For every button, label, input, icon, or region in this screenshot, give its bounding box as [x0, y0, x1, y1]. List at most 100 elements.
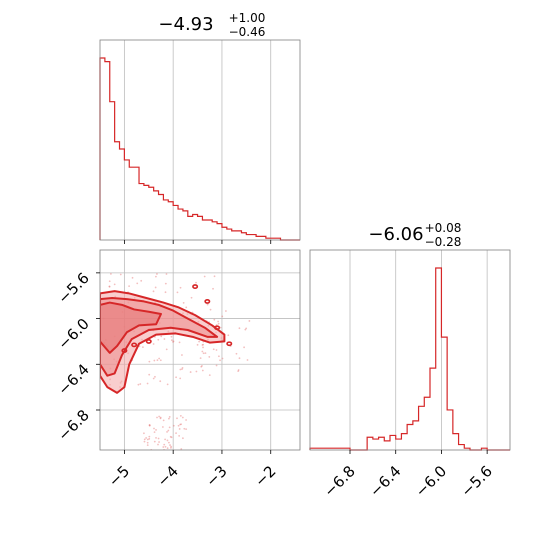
title-param1-upper: +1.00: [229, 11, 266, 25]
contour-levels: [100, 284, 233, 394]
scatter-point: [163, 443, 166, 446]
scatter-point: [201, 364, 203, 367]
scatter-point: [213, 275, 216, 278]
scatter-point: [158, 415, 161, 418]
scatter-point: [203, 275, 206, 278]
scatter-point: [181, 416, 184, 419]
scatter-point: [204, 352, 207, 355]
scatter-point: [221, 315, 224, 318]
scatter-point: [217, 320, 220, 323]
title-param2-upper: +0.08: [425, 221, 462, 235]
scatter-point: [159, 417, 162, 420]
scatter-point: [185, 306, 188, 309]
tick-label-y-joint-3: −6.8: [54, 406, 92, 444]
scatter-point: [137, 383, 140, 386]
scatter-point: [168, 417, 170, 420]
scatter-point: [148, 424, 151, 427]
scatter-point: [158, 357, 161, 360]
scatter-point: [243, 346, 246, 349]
scatter-point: [157, 443, 159, 446]
scatter-point: [172, 424, 175, 427]
scatter-point: [155, 275, 157, 278]
frame-param1-hist: [99, 39, 301, 241]
scatter-point: [153, 440, 156, 443]
scatter-point: [248, 320, 251, 322]
scatter-point: [148, 437, 151, 440]
scatter-point: [145, 437, 148, 439]
scatter-point: [164, 282, 167, 285]
scatter-point: [164, 445, 167, 448]
scatter-point: [165, 273, 168, 275]
scatter-point: [163, 338, 166, 340]
scatter-point: [152, 377, 155, 380]
scatter-point: [154, 286, 157, 289]
tick-label-param2-2: −6.0: [412, 462, 450, 500]
scatter-point: [200, 365, 203, 368]
scatter-point: [148, 373, 151, 376]
scatter-point: [185, 419, 187, 421]
scatter-point: [181, 368, 183, 370]
scatter-point: [178, 341, 181, 344]
scatter-point: [215, 349, 218, 351]
scatter-point: [153, 427, 155, 430]
scatter-point: [131, 276, 134, 279]
scatter-point: [161, 426, 164, 428]
scatter-point: [156, 273, 158, 275]
scatter-point: [199, 357, 202, 360]
panel-param1-hist: −4.93 +1.00 −0.46: [99, 11, 301, 244]
scatter-point: [148, 424, 151, 426]
scatter-point: [119, 273, 122, 276]
title-param2: −6.06: [368, 224, 423, 245]
scatter-point: [198, 340, 201, 343]
scatter-point: [181, 366, 184, 369]
contour-island-6: [226, 341, 233, 347]
scatter-point: [143, 440, 146, 443]
scatter-point: [164, 291, 167, 294]
scatter-point: [179, 423, 182, 426]
scatter-point: [159, 380, 162, 383]
scatter-point: [212, 348, 215, 351]
contour-island-2: [131, 342, 138, 348]
scatter-point: [169, 444, 171, 446]
scatter-point: [190, 296, 193, 299]
scatter-point: [146, 382, 149, 385]
scatter-point: [238, 327, 241, 330]
scatter-point: [167, 429, 170, 432]
contour-island-0: [192, 284, 199, 289]
scatter-point: [179, 414, 182, 417]
scatter-point: [143, 438, 146, 441]
scatter-point: [108, 285, 111, 288]
tick-label-y-joint-2: −6.4: [54, 360, 92, 398]
hist-param1-steps: [99, 57, 300, 241]
scatter-point: [166, 431, 168, 433]
scatter-point: [189, 371, 192, 373]
scatter-point: [202, 352, 205, 355]
scatter-point: [246, 359, 249, 361]
scatter-point: [183, 427, 186, 430]
scatter-point: [162, 419, 165, 422]
scatter-point: [212, 287, 214, 290]
scatter-point: [110, 273, 112, 275]
scatter-point: [136, 282, 139, 285]
panel-joint: −5 −4 −3 −2 −5.6 −6.0 −6.4 −6.8: [54, 249, 301, 490]
scatter-point: [208, 374, 211, 377]
tick-label-param2-0: −6.8: [320, 462, 358, 500]
scatter-point: [178, 434, 181, 437]
scatter-point: [152, 290, 155, 293]
contour-island-4: [204, 299, 211, 304]
scatter-point: [157, 338, 160, 341]
scatter-point: [180, 448, 183, 450]
scatter-point: [148, 424, 151, 427]
hist-param2-steps: [309, 267, 510, 451]
scatter-point: [201, 344, 204, 346]
contour-island-1: [145, 339, 152, 344]
scatter-point: [179, 368, 182, 371]
frame-joint: [99, 249, 301, 451]
tick-label-x-joint-2: −3: [202, 462, 230, 490]
scatter-point: [172, 341, 174, 343]
scatter-point: [170, 446, 172, 449]
scatter-point: [219, 359, 221, 362]
scatter-point: [176, 291, 179, 294]
scatter-point: [170, 445, 173, 448]
